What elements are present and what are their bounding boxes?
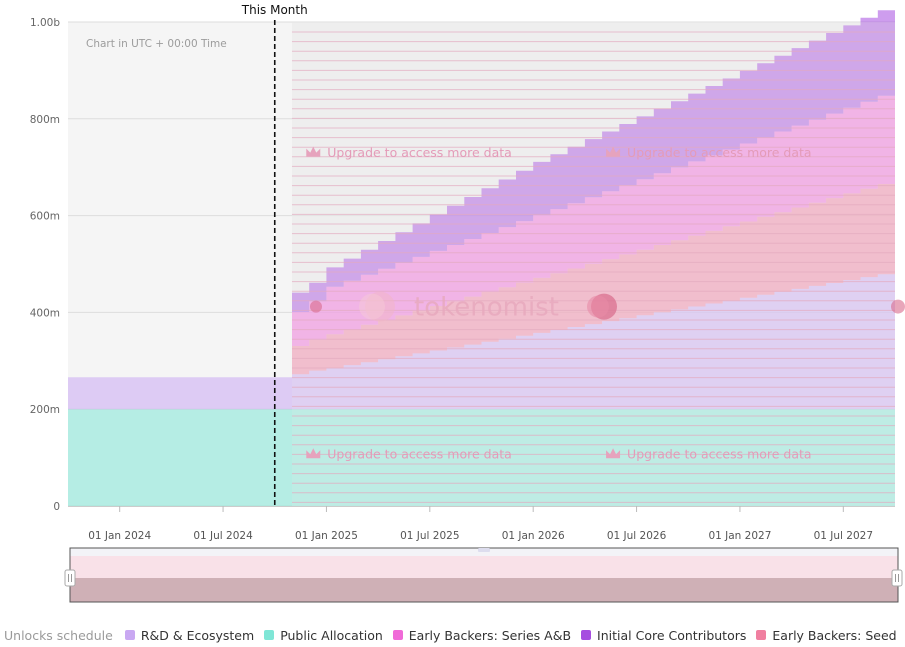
locked-stripes [291, 31, 895, 503]
x-tick-label-3: 01 Jul 2025 [400, 530, 459, 542]
watermark-logo-2-inner [587, 295, 609, 318]
navigator-preview-upper [70, 556, 898, 578]
area-public-allocation [68, 409, 895, 506]
locked-overlay [291, 22, 896, 506]
x-tick-label-6: 01 Jan 2027 [708, 530, 771, 542]
x-tick-label-4: 01 Jan 2026 [502, 530, 565, 542]
crown-icon [606, 448, 621, 459]
legend-item-seed[interactable]: Early Backers: Seed [756, 627, 897, 643]
y-tick-label-5: 1.00b [30, 17, 60, 29]
legend-label-public-allocation: Public Allocation [280, 627, 383, 643]
legend-swatch-public-allocation [264, 630, 275, 640]
legend-swatch-rd-ecosystem [124, 630, 135, 640]
legend-item-series-ab[interactable]: Early Backers: Series A&B [392, 627, 572, 643]
navigator-handle-left[interactable] [64, 569, 76, 587]
x-tick-label-2: 01 Jan 2025 [295, 530, 358, 542]
navigator-top-handle [478, 548, 490, 552]
legend-label-series-ab: Early Backers: Series A&B [408, 627, 572, 643]
upgrade-notice-0-1: Upgrade to access more data [606, 145, 812, 160]
upgrade-label: Upgrade to access more data [627, 447, 812, 462]
watermark-text: tokenomist [414, 293, 559, 323]
navigator-handle-right[interactable] [891, 569, 903, 587]
legend: Unlocks schedule R&D & Ecosystem Public … [4, 626, 897, 644]
y-tick-label-4: 800m [30, 114, 60, 126]
legend-label-rd-ecosystem: R&D & Ecosystem [140, 627, 255, 643]
area-early-backers-seed [68, 184, 895, 378]
y-tick-label-0: 0 [53, 501, 60, 513]
area-initial-core-contributors [68, 10, 895, 378]
legend-label-seed: Early Backers: Seed [772, 627, 897, 643]
watermark: tokenomist [310, 291, 905, 323]
x-tick-label-7: 01 Jul 2027 [814, 530, 873, 542]
chart-subtitle: Chart in UTC + 00:00 Time [86, 38, 227, 50]
legend-swatch-series-ab [392, 630, 403, 640]
y-tick-label-3: 600m [30, 211, 60, 223]
crown-icon [306, 146, 321, 157]
watermark-logo-3 [310, 300, 322, 313]
legend-title: Unlocks schedule [4, 627, 113, 643]
legend-swatch-core-contributors [581, 630, 592, 640]
y-tick-label-1: 200m [30, 404, 60, 416]
legend-item-public-allocation[interactable]: Public Allocation [264, 628, 383, 643]
upgrade-notice-1-1: Upgrade to access more data [606, 447, 812, 462]
legend-swatch-seed [756, 630, 767, 640]
this-month-label: This Month [241, 3, 308, 17]
crown-icon [606, 146, 621, 157]
legend-label-core-contributors: Initial Core Contributors [597, 627, 747, 643]
y-tick-label-2: 400m [30, 307, 60, 319]
watermark-logo-inner [359, 293, 385, 320]
upgrade-notice-0-0: Upgrade to access more data [306, 145, 512, 160]
legend-item-core-contributors[interactable]: Initial Core Contributors [581, 628, 746, 643]
upgrade-label: Upgrade to access more data [327, 145, 512, 160]
legend-item-rd-ecosystem[interactable]: R&D & Ecosystem [124, 627, 255, 643]
x-tick-label-1: 01 Jul 2024 [193, 530, 253, 542]
x-tick-label-0: 01 Jan 2024 [88, 530, 151, 542]
watermark-logo-4 [891, 299, 905, 314]
navigator-preview-lower [70, 578, 898, 602]
crown-icon [306, 448, 321, 459]
range-navigator [64, 547, 903, 603]
upgrade-label: Upgrade to access more data [327, 447, 512, 462]
x-tick-label-5: 01 Jul 2026 [607, 530, 667, 542]
upgrade-label: Upgrade to access more data [627, 145, 812, 160]
upgrade-notice-1-0: Upgrade to access more data [306, 447, 512, 462]
